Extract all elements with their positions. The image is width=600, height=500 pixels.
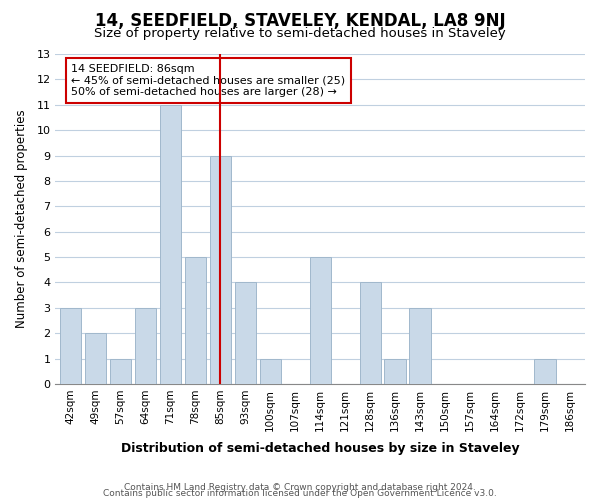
Bar bbox=[185, 257, 206, 384]
Bar bbox=[235, 282, 256, 384]
Bar bbox=[160, 105, 181, 384]
Text: 14, SEEDFIELD, STAVELEY, KENDAL, LA8 9NJ: 14, SEEDFIELD, STAVELEY, KENDAL, LA8 9NJ bbox=[95, 12, 505, 30]
Text: Contains public sector information licensed under the Open Government Licence v3: Contains public sector information licen… bbox=[103, 490, 497, 498]
Bar bbox=[134, 308, 156, 384]
Text: Size of property relative to semi-detached houses in Staveley: Size of property relative to semi-detach… bbox=[94, 28, 506, 40]
Bar bbox=[59, 308, 81, 384]
Text: 14 SEEDFIELD: 86sqm
← 45% of semi-detached houses are smaller (25)
50% of semi-d: 14 SEEDFIELD: 86sqm ← 45% of semi-detach… bbox=[71, 64, 346, 97]
X-axis label: Distribution of semi-detached houses by size in Staveley: Distribution of semi-detached houses by … bbox=[121, 442, 520, 455]
Bar bbox=[409, 308, 431, 384]
Text: Contains HM Land Registry data © Crown copyright and database right 2024.: Contains HM Land Registry data © Crown c… bbox=[124, 484, 476, 492]
Bar bbox=[535, 358, 556, 384]
Bar bbox=[385, 358, 406, 384]
Bar bbox=[85, 333, 106, 384]
Bar bbox=[359, 282, 381, 384]
Bar bbox=[110, 358, 131, 384]
Bar bbox=[260, 358, 281, 384]
Y-axis label: Number of semi-detached properties: Number of semi-detached properties bbox=[15, 110, 28, 328]
Bar bbox=[209, 156, 231, 384]
Bar bbox=[310, 257, 331, 384]
